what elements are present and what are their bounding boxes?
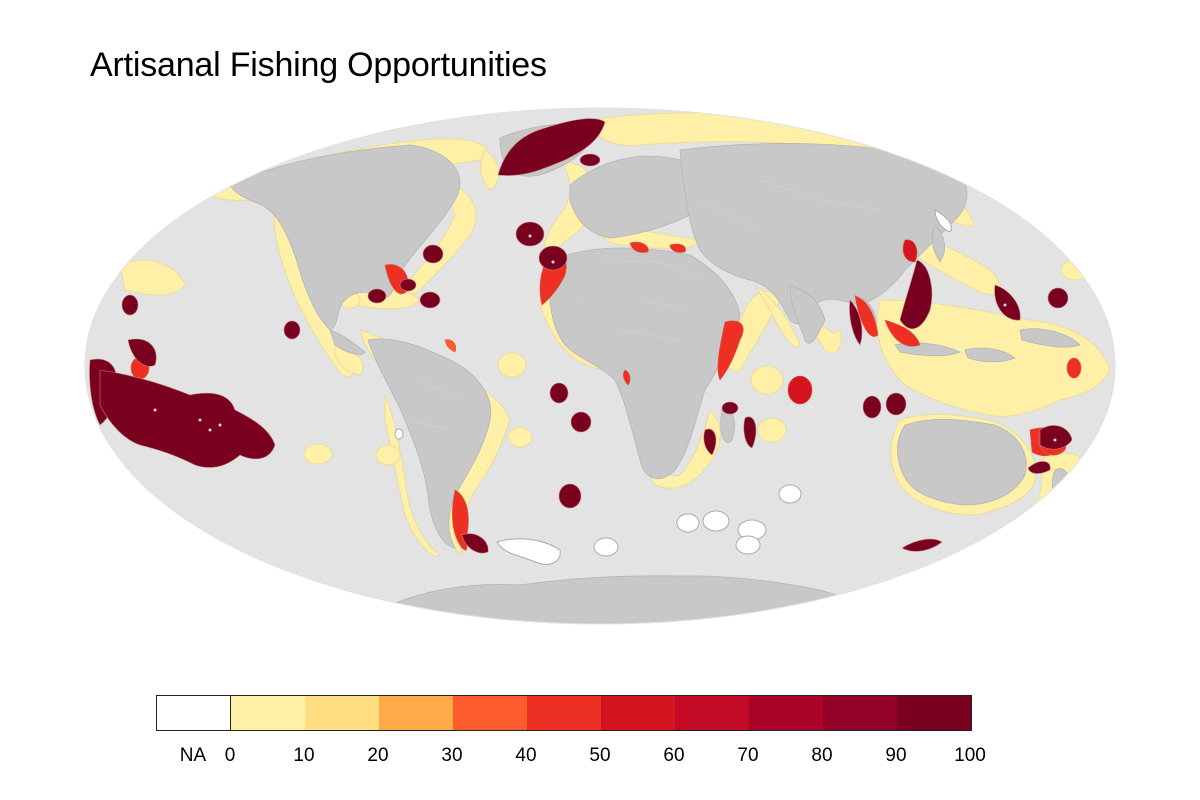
legend-swatch-40-50 bbox=[527, 696, 601, 730]
legend-tick-label: 20 bbox=[367, 745, 389, 766]
africa bbox=[549, 247, 741, 480]
legend-tick-label: 60 bbox=[663, 745, 685, 766]
legend-swatch-10-20 bbox=[305, 696, 379, 730]
legend-bar bbox=[156, 695, 972, 731]
world-map bbox=[84, 107, 1116, 625]
legend-swatch-30-40 bbox=[453, 696, 527, 730]
legend-swatch-na bbox=[157, 696, 231, 730]
island-specks bbox=[153, 234, 1057, 442]
legend-swatch-50-60 bbox=[601, 696, 675, 730]
legend-tick-label: 90 bbox=[885, 745, 907, 766]
legend-swatch-20-30 bbox=[379, 696, 453, 730]
map-title: Artisanal Fishing Opportunities bbox=[90, 46, 547, 84]
legend-tick-label: 100 bbox=[954, 745, 986, 766]
legend-tick-label: 30 bbox=[441, 745, 463, 766]
map-outline bbox=[84, 107, 1116, 625]
legend-tick-label: 0 bbox=[224, 745, 236, 766]
land bbox=[229, 123, 1081, 624]
legend-tick-label: 70 bbox=[737, 745, 759, 766]
australia bbox=[897, 418, 1027, 506]
legend-tick-label: 80 bbox=[811, 745, 833, 766]
color-legend: NA 0 10 20 30 40 50 60 70 80 90 100 bbox=[156, 695, 986, 769]
legend-tick-label: 40 bbox=[515, 745, 537, 766]
legend-swatch-90-100 bbox=[897, 696, 971, 730]
legend-swatch-60-70 bbox=[675, 696, 749, 730]
legend-tick-label: 50 bbox=[589, 745, 611, 766]
legend-swatch-0-10 bbox=[231, 696, 305, 730]
south-america bbox=[367, 338, 492, 549]
legend-swatch-70-80 bbox=[749, 696, 823, 730]
legend-na-label: NA bbox=[179, 745, 207, 766]
legend-labels: NA 0 10 20 30 40 50 60 70 80 90 100 bbox=[156, 745, 986, 769]
na-regions bbox=[394, 209, 952, 565]
legend-tick-label: 10 bbox=[293, 745, 315, 766]
country-borders bbox=[409, 179, 881, 431]
high-score-regions bbox=[89, 118, 1073, 554]
legend-swatch-80-90 bbox=[823, 696, 897, 730]
